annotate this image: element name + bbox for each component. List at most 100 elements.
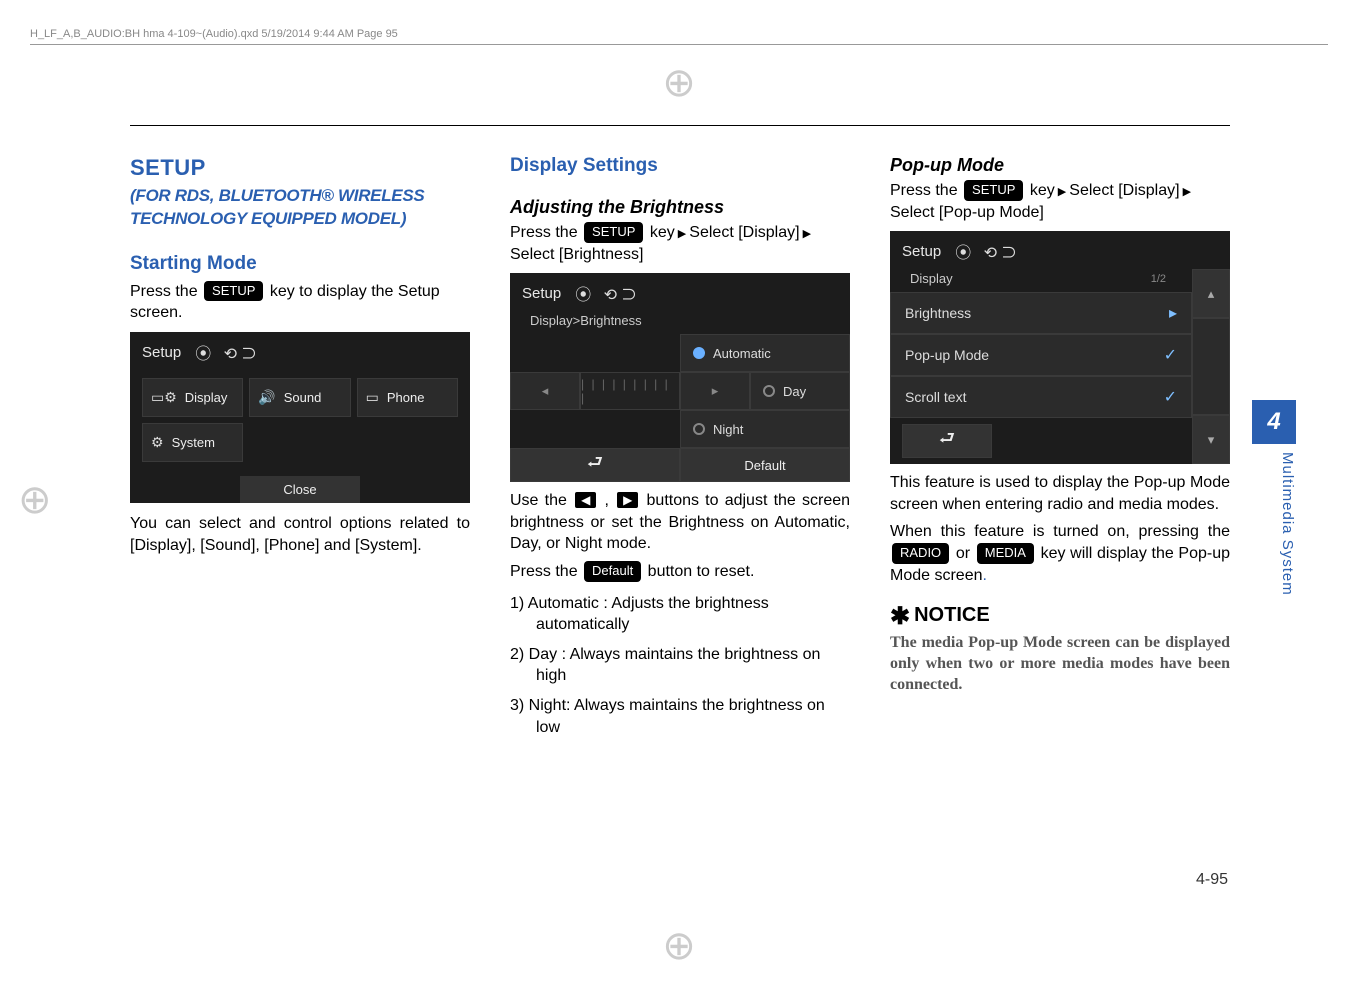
column-2: Display Settings Adjusting the Brightnes… (510, 155, 850, 746)
list-item: 3) Night: Always maintains the brightnes… (510, 695, 850, 738)
tri-icon: ▶ (1055, 186, 1070, 198)
shot-display-main: Display 1/2 Brightness ▸ Pop-up Mode ✓ S… (890, 269, 1192, 464)
check-icon: ✓ (1164, 345, 1177, 365)
tri-icon: ▶ (675, 228, 690, 240)
brightness-controls: Automatic ◂ | | | | | | | | | | ▸ Day Ni… (510, 334, 850, 448)
when-b: or (951, 545, 975, 562)
shot-close-button[interactable]: Close (240, 476, 360, 503)
shot-header: Setup ⦿ ⟲⊃ (890, 231, 1230, 269)
content-top-rule (130, 125, 1230, 126)
popup-desc: This feature is used to display the Pop-… (890, 472, 1230, 515)
shot-btn-display-label: Display (185, 390, 228, 405)
shot-back-button[interactable]: ⮐ (510, 448, 680, 482)
tri-icon: ▶ (800, 228, 812, 240)
scroll-track (1192, 318, 1230, 415)
blue-period: . (983, 567, 987, 584)
popup-desc-text: This feature is used to display the Pop-… (890, 472, 1230, 515)
shot-btn-display[interactable]: ▭⚙ Display (142, 378, 243, 417)
shot-status-icons: ⦿ ⟲⊃ (575, 281, 641, 305)
section-subtitle: (FOR RDS, BLUETOOTH® WIRELESS TECHNOLOGY… (130, 185, 470, 231)
brightness-night[interactable]: Night (680, 410, 850, 448)
page-content: SETUP (FOR RDS, BLUETOOTH® WIRELESS TECH… (130, 155, 1230, 746)
brightness-auto[interactable]: Automatic (680, 334, 850, 372)
row-brightness[interactable]: Brightness ▸ (890, 292, 1192, 334)
source-line: H_LF_A,B_AUDIO:BH hma 4-109~(Audio).qxd … (30, 28, 398, 40)
check-icon: ✓ (1164, 387, 1177, 407)
list-item: 1) Automatic : Adjusts the brightness au… (510, 593, 850, 636)
shot-btn-sound-label: Sound (284, 390, 322, 405)
radio-icon (693, 423, 705, 435)
subtitle-bluetooth: BLUETOOTH (219, 186, 322, 205)
notice-body: The media Pop-up Mode screen can be disp… (890, 633, 1230, 695)
notice-heading: ✱NOTICE (890, 602, 1230, 631)
default-key: Default (584, 561, 641, 582)
brightness-row-day: ◂ | | | | | | | | | | ▸ Day (510, 372, 850, 410)
setup-key: SETUP (204, 281, 263, 302)
shot-btn-system-label: System (172, 435, 215, 450)
popup-mode-heading: Pop-up Mode (890, 155, 1230, 176)
shot-btn-phone[interactable]: ▭Phone (357, 378, 458, 417)
pd-b: button to reset. (643, 563, 754, 580)
radio-icon (763, 385, 775, 397)
press-b: key (645, 224, 674, 241)
shot-header: Setup ⦿ ⟲⊃ (510, 273, 850, 311)
setup-key: SETUP (584, 222, 643, 243)
registration-mark-bottom: ⊕ (662, 923, 696, 969)
registration-mark-left: ⊕ (18, 477, 52, 523)
brightness-day[interactable]: Day (750, 372, 850, 410)
chevron-right-icon: ▸ (1169, 303, 1177, 323)
shot-bottom-row: ⮐ Default (510, 448, 850, 482)
brightness-press-text: Press the SETUP key ▶ Select [Display] ▶… (510, 222, 850, 265)
shot-header: Setup ⦿ ⟲⊃ (130, 332, 470, 370)
brightness-mode-list: 1) Automatic : Adjusts the brightness au… (510, 593, 850, 739)
when-a: When this feature is turned on, pressing… (890, 523, 1230, 540)
scroll-up-button[interactable]: ▴ (1192, 269, 1230, 318)
shot-title: Setup (522, 285, 561, 302)
row-popup-label: Pop-up Mode (905, 347, 989, 363)
shot-btn-phone-label: Phone (387, 390, 425, 405)
print-header: H_LF_A,B_AUDIO:BH hma 4-109~(Audio).qxd … (0, 28, 1358, 40)
radio-icon (693, 347, 705, 359)
shot-back-button[interactable]: ⮐ (902, 424, 992, 458)
display-icon: ▭⚙ (151, 389, 177, 406)
page-indicator: 1/2 (1151, 273, 1172, 285)
press-b: key (1025, 182, 1054, 199)
row-scroll[interactable]: Scroll text ✓ (890, 376, 1192, 418)
brightness-slider[interactable]: | | | | | | | | | | (580, 372, 680, 410)
shot-btn-system[interactable]: ⚙ System (142, 423, 243, 462)
setup-key: SETUP (964, 180, 1023, 201)
notice-label: NOTICE (914, 604, 990, 626)
press-a: Press the (510, 224, 582, 241)
shot-status-icons: ⦿ ⟲⊃ (195, 340, 261, 364)
empty (510, 334, 680, 372)
shot-display-grid: Display 1/2 Brightness ▸ Pop-up Mode ✓ S… (890, 269, 1230, 464)
pd-a: Press the (510, 563, 582, 580)
left-arrow-icon: ◀ (575, 492, 596, 508)
brightness-dec[interactable]: ◂ (510, 372, 580, 410)
screenshot-display-menu: Setup ⦿ ⟲⊃ Display 1/2 Brightness ▸ Pop-… (890, 231, 1230, 464)
system-icon: ⚙ (151, 434, 164, 451)
shot-btn-sound[interactable]: 🔊 Sound (249, 378, 350, 417)
use-buttons-text: Use the ◀ , ▶ buttons to adjust the scre… (510, 490, 850, 582)
row-brightness-label: Brightness (905, 305, 971, 321)
display-settings-heading: Display Settings (510, 155, 850, 177)
radio-key: RADIO (892, 543, 949, 564)
ub-b: , (598, 492, 615, 509)
star-icon: ✱ (890, 603, 910, 630)
setup-caption-text: You can select and control options relat… (130, 513, 470, 556)
ub-a: Use the (510, 492, 573, 509)
setup-caption: You can select and control options relat… (130, 513, 470, 556)
shot-sub-label: Display (910, 271, 953, 286)
list-item: 2) Day : Always maintains the brightness… (510, 644, 850, 687)
press-d: Select [Brightness] (510, 246, 643, 263)
scroll-down-button[interactable]: ▾ (1192, 415, 1230, 464)
row-popup[interactable]: Pop-up Mode ✓ (890, 334, 1192, 376)
brightness-inc[interactable]: ▸ (680, 372, 750, 410)
shot-default-button[interactable]: Default (680, 448, 850, 482)
sound-icon: 🔊 (258, 389, 275, 406)
press-c: Select [Display] (1069, 182, 1179, 199)
shot-subheader: Display 1/2 (890, 269, 1192, 292)
chapter-tab: 4 (1252, 400, 1296, 444)
press-a: Press the (890, 182, 962, 199)
media-key: MEDIA (977, 543, 1034, 564)
